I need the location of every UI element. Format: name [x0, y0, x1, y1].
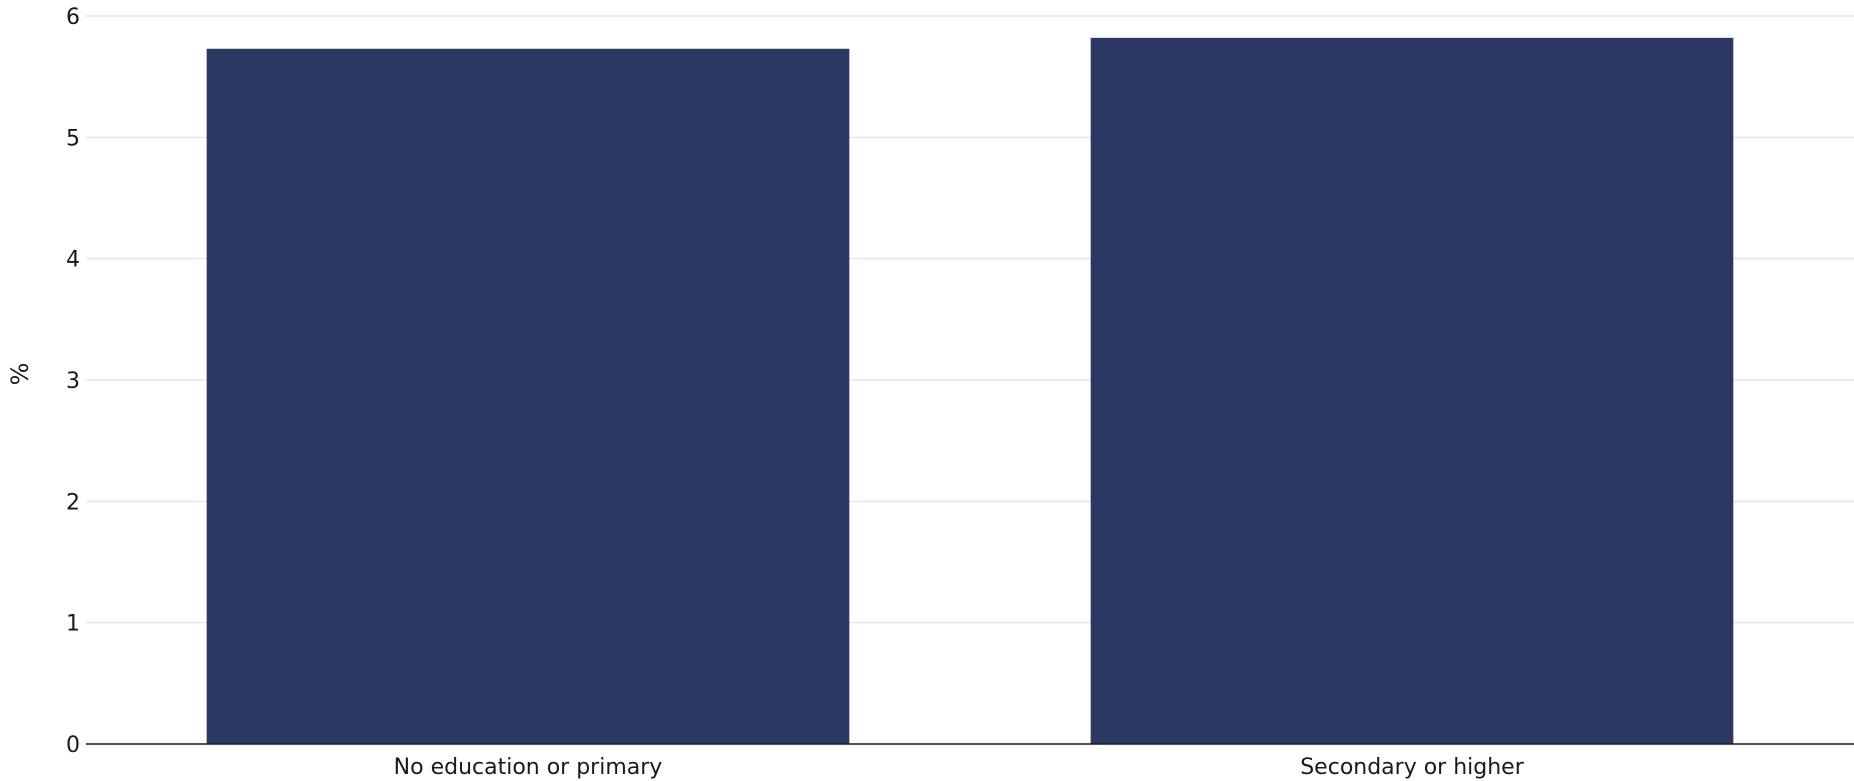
- y-tick-label-4: 4: [66, 248, 80, 273]
- y-tick-label-3: 3: [66, 369, 80, 394]
- x-tick-label-2: Secondary or higher: [1300, 755, 1525, 780]
- x-axis-ticks: No education or primary Secondary or high…: [394, 755, 1525, 780]
- y-tick-label-1: 1: [66, 612, 80, 637]
- bar-1: [206, 48, 850, 744]
- y-tick-label-6: 6: [66, 5, 80, 30]
- y-axis-ticks: 0 1 2 3 4 5 6: [66, 5, 80, 758]
- x-tick-label-1: No education or primary: [394, 755, 663, 780]
- bar-2: [1090, 37, 1734, 744]
- bars: [206, 37, 1734, 744]
- y-axis-title: %: [6, 363, 34, 386]
- y-tick-label-0: 0: [66, 733, 80, 758]
- y-tick-label-5: 5: [66, 126, 80, 151]
- y-tick-label-2: 2: [66, 490, 80, 515]
